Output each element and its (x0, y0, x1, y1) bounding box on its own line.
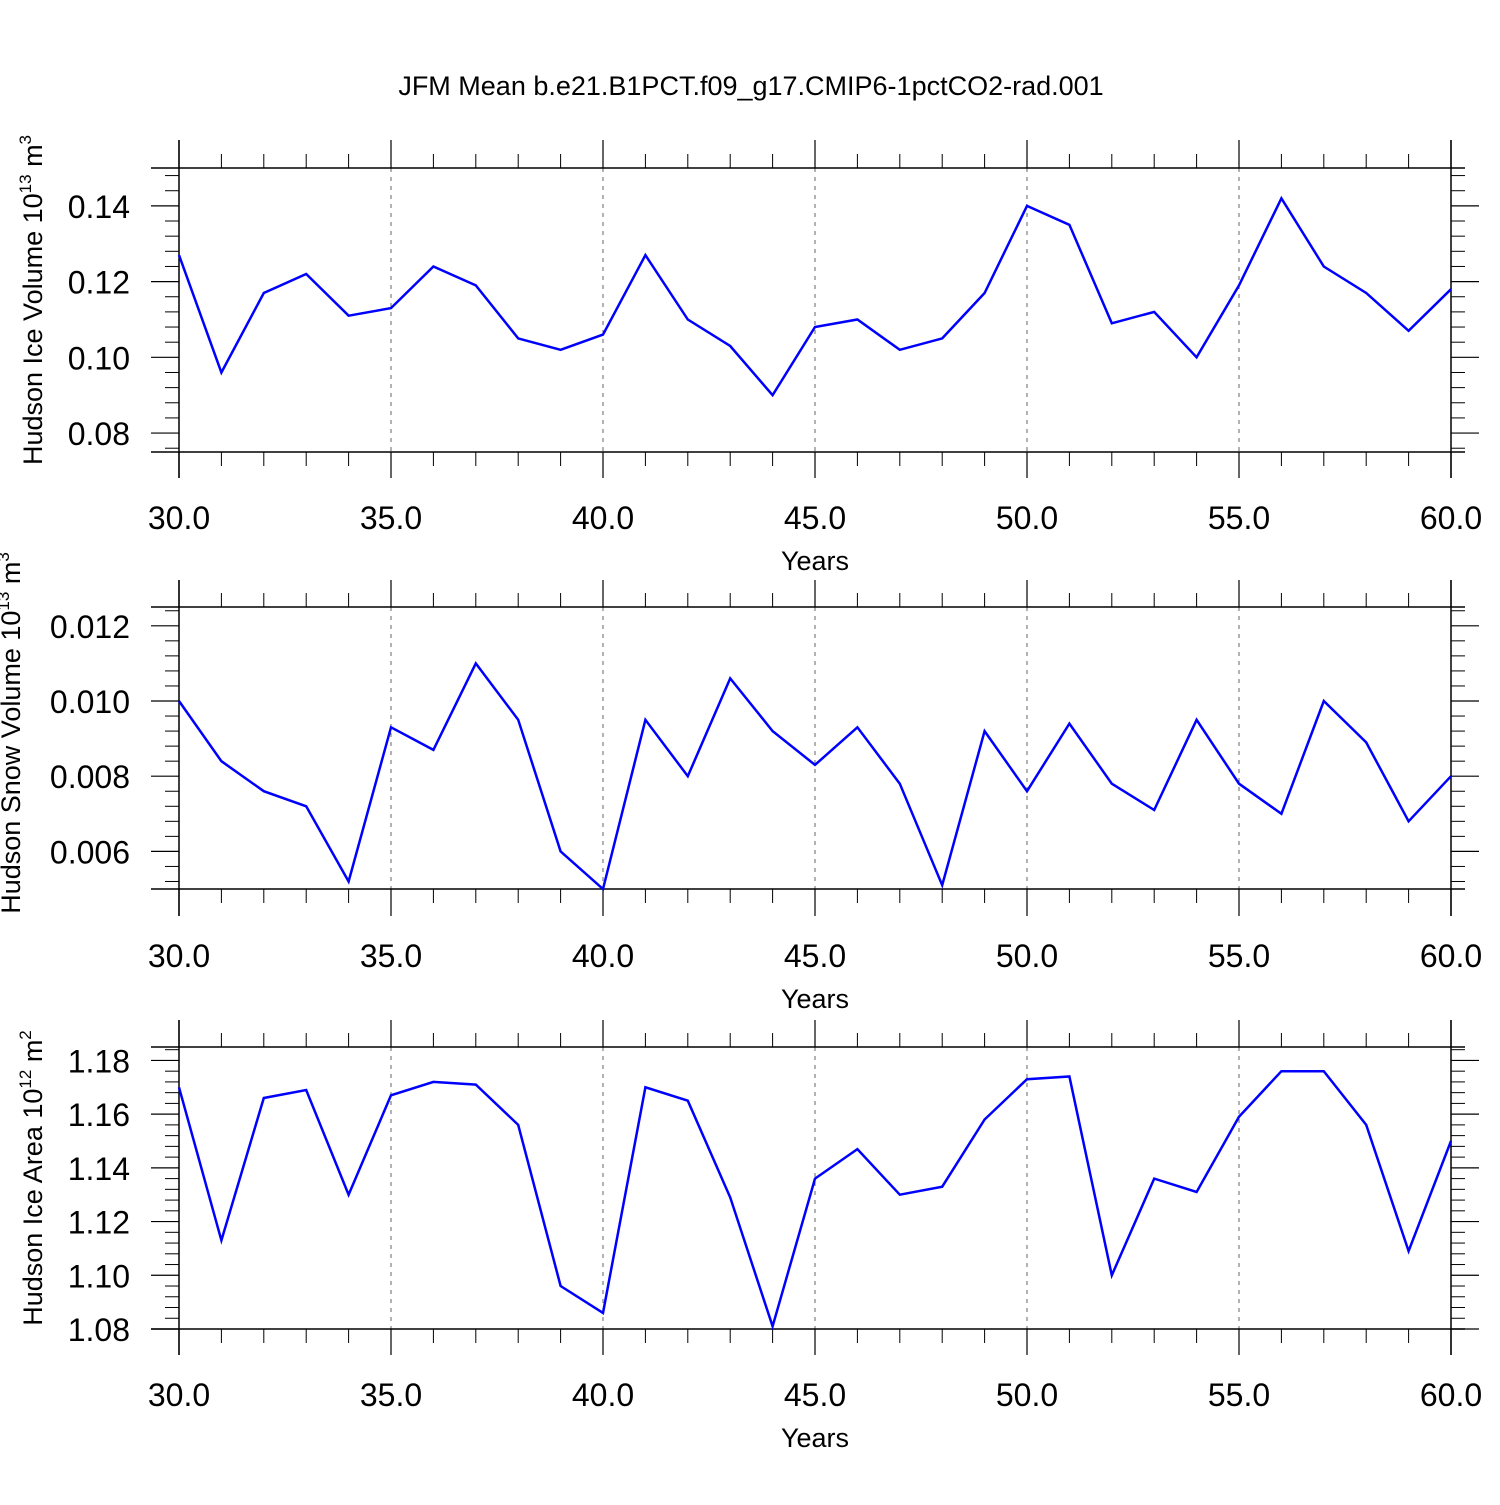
x-axis-title: Years (781, 546, 849, 576)
x-tick-label: 30.0 (148, 1377, 210, 1413)
y-tick-label: 0.08 (68, 416, 130, 452)
y-tick-label: 1.16 (68, 1097, 130, 1133)
x-tick-label: 40.0 (572, 500, 634, 536)
x-tick-label: 50.0 (996, 1377, 1058, 1413)
y-tick-label: 1.08 (68, 1312, 130, 1348)
x-tick-label: 45.0 (784, 938, 846, 974)
y-tick-label: 0.008 (50, 759, 130, 795)
x-tick-label: 60.0 (1420, 938, 1482, 974)
x-tick-label: 50.0 (996, 938, 1058, 974)
y-tick-label: 1.10 (68, 1258, 130, 1294)
x-tick-label: 50.0 (996, 500, 1058, 536)
x-tick-label: 45.0 (784, 1377, 846, 1413)
figure-title: JFM Mean b.e21.B1PCT.f09_g17.CMIP6-1pctC… (398, 71, 1103, 101)
x-axis-title: Years (781, 1423, 849, 1453)
y-tick-label: 0.14 (68, 189, 130, 225)
x-tick-label: 35.0 (360, 1377, 422, 1413)
x-tick-label: 55.0 (1208, 938, 1270, 974)
x-tick-label: 55.0 (1208, 1377, 1270, 1413)
x-tick-label: 40.0 (572, 938, 634, 974)
x-tick-label: 60.0 (1420, 500, 1482, 536)
x-axis-title: Years (781, 984, 849, 1014)
y-tick-label: 0.012 (50, 609, 130, 645)
x-tick-label: 35.0 (360, 938, 422, 974)
x-tick-label: 60.0 (1420, 1377, 1482, 1413)
y-tick-label: 0.12 (68, 265, 130, 301)
y-tick-label: 0.010 (50, 684, 130, 720)
y-tick-label: 0.006 (50, 834, 130, 870)
x-tick-label: 30.0 (148, 500, 210, 536)
x-tick-label: 45.0 (784, 500, 846, 536)
y-tick-label: 0.10 (68, 340, 130, 376)
y-tick-label: 1.14 (68, 1151, 130, 1187)
x-tick-label: 30.0 (148, 938, 210, 974)
x-tick-label: 55.0 (1208, 500, 1270, 536)
y-tick-label: 1.12 (68, 1205, 130, 1241)
x-tick-label: 35.0 (360, 500, 422, 536)
x-tick-label: 40.0 (572, 1377, 634, 1413)
y-tick-label: 1.18 (68, 1043, 130, 1079)
